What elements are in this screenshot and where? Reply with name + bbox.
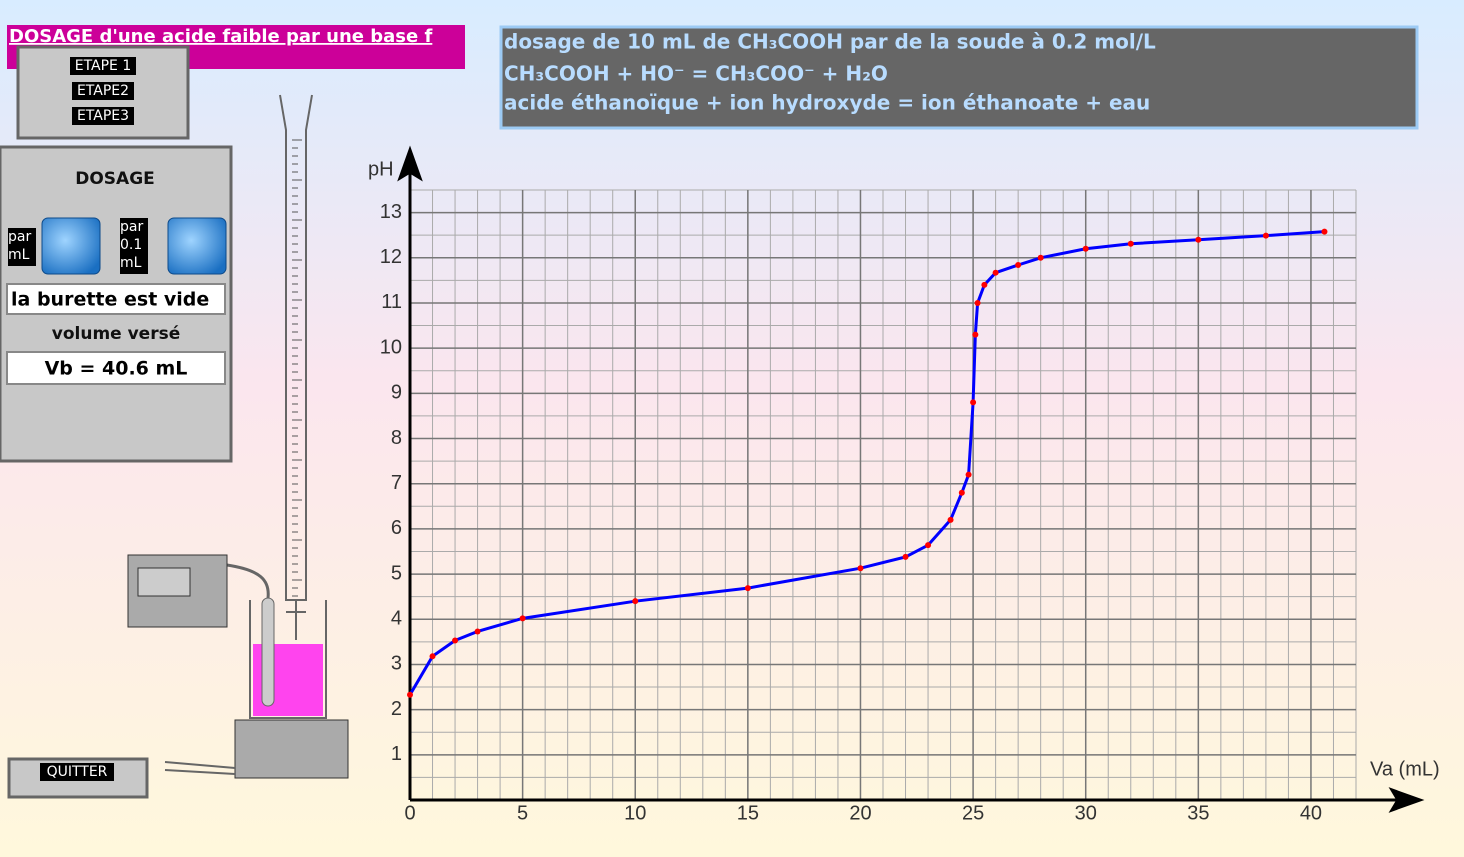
x-tick-label: 30 bbox=[1075, 802, 1097, 824]
x-axis-label: Va (mL) bbox=[1370, 758, 1440, 780]
data-point bbox=[429, 653, 436, 660]
dose-button[interactable] bbox=[167, 217, 227, 275]
data-point bbox=[1082, 245, 1089, 252]
x-tick-label: 20 bbox=[849, 802, 871, 824]
data-point bbox=[1321, 228, 1328, 235]
dose-button[interactable] bbox=[41, 217, 101, 275]
info-line: acide éthanoïque + ion hydroxyde = ion é… bbox=[504, 91, 1150, 115]
step-button[interactable] bbox=[70, 57, 136, 75]
data-point bbox=[992, 269, 999, 276]
step-buttons: ETAPE 1 ETAPE2 ETAPE3 bbox=[70, 57, 136, 125]
button-label: par mL bbox=[8, 228, 34, 264]
y-tick-label: 1 bbox=[391, 743, 402, 765]
data-point bbox=[902, 553, 909, 560]
step-label[interactable]: ETAPE 1 bbox=[75, 58, 132, 74]
quit-label[interactable]: QUITTER bbox=[47, 764, 108, 780]
volume-label: volume versé bbox=[52, 324, 181, 344]
info-line: dosage de 10 mL de CH₃COOH par de la sou… bbox=[504, 30, 1156, 54]
label-box: par mL bbox=[8, 228, 34, 264]
x-tick-label: 35 bbox=[1187, 802, 1209, 824]
status-box bbox=[6, 283, 226, 315]
volume: Vb = 40.6 mL bbox=[45, 358, 188, 380]
y-tick-label: 13 bbox=[380, 201, 402, 223]
beaker bbox=[249, 600, 327, 719]
panel-title: DOSAGE bbox=[75, 169, 155, 189]
graduations bbox=[292, 139, 302, 597]
y-tick-label: 5 bbox=[391, 562, 402, 584]
data-point bbox=[1127, 240, 1134, 247]
step-label[interactable]: ETAPE2 bbox=[77, 83, 129, 99]
info-box bbox=[499, 25, 1419, 130]
y-tick-label: 11 bbox=[381, 291, 402, 313]
data-point bbox=[1195, 236, 1202, 243]
label-box: par 0.1 mL bbox=[120, 218, 148, 272]
electrode bbox=[261, 597, 275, 707]
data-point bbox=[1037, 254, 1044, 261]
y-tick-label: 12 bbox=[380, 246, 402, 268]
info-line: CH₃COOH + HO⁻ = CH₃COO⁻ + H₂O bbox=[504, 62, 888, 86]
apparatus bbox=[127, 94, 349, 779]
data-point bbox=[981, 281, 988, 288]
data-point bbox=[452, 637, 459, 644]
step-label[interactable]: ETAPE3 bbox=[77, 108, 129, 124]
data-point bbox=[744, 585, 751, 592]
power-cable bbox=[164, 761, 236, 775]
data-point bbox=[970, 399, 977, 406]
data-point bbox=[1015, 262, 1022, 269]
y-tick-label: 4 bbox=[391, 608, 402, 630]
x-tick-label: 25 bbox=[962, 802, 984, 824]
x-tick-label: 10 bbox=[624, 802, 646, 824]
data-point bbox=[972, 331, 979, 338]
status: la burette est vide bbox=[11, 289, 209, 311]
cable bbox=[226, 563, 270, 599]
volume-box bbox=[6, 351, 226, 385]
data-point bbox=[925, 542, 932, 549]
x-tick-label: 40 bbox=[1300, 802, 1322, 824]
data-point bbox=[632, 598, 639, 605]
step-button[interactable] bbox=[72, 82, 134, 100]
x-tick-label: 15 bbox=[737, 802, 759, 824]
data-point bbox=[1262, 232, 1269, 239]
y-tick-label: 3 bbox=[391, 653, 402, 675]
y-axis-label: pH bbox=[368, 158, 394, 180]
quit-button[interactable] bbox=[40, 763, 114, 781]
y-tick-label: 7 bbox=[391, 472, 402, 494]
data-point bbox=[519, 615, 526, 622]
y-tick-label: 2 bbox=[391, 698, 402, 720]
y-tick-label: 10 bbox=[380, 336, 402, 358]
title: DOSAGE d'une acide faible par une base f bbox=[9, 26, 432, 47]
data-point bbox=[947, 516, 954, 523]
data-point bbox=[407, 691, 413, 698]
step-button[interactable] bbox=[72, 107, 134, 125]
ph-display bbox=[137, 567, 191, 597]
y-tick-label: 9 bbox=[391, 382, 402, 404]
button-label: par 0.1 mL bbox=[120, 218, 148, 272]
data-point bbox=[965, 471, 972, 478]
tap bbox=[286, 600, 306, 640]
y-tick-label: 8 bbox=[391, 427, 402, 449]
x-axis bbox=[410, 787, 1425, 813]
x-tick-label: 5 bbox=[517, 802, 528, 824]
stirrer bbox=[234, 719, 349, 779]
data-point bbox=[474, 628, 481, 635]
data-point bbox=[958, 489, 965, 496]
data-point bbox=[974, 299, 981, 306]
x-tick-label: 0 bbox=[404, 802, 415, 824]
y-tick-label: 6 bbox=[391, 517, 402, 539]
data-point bbox=[857, 565, 864, 572]
